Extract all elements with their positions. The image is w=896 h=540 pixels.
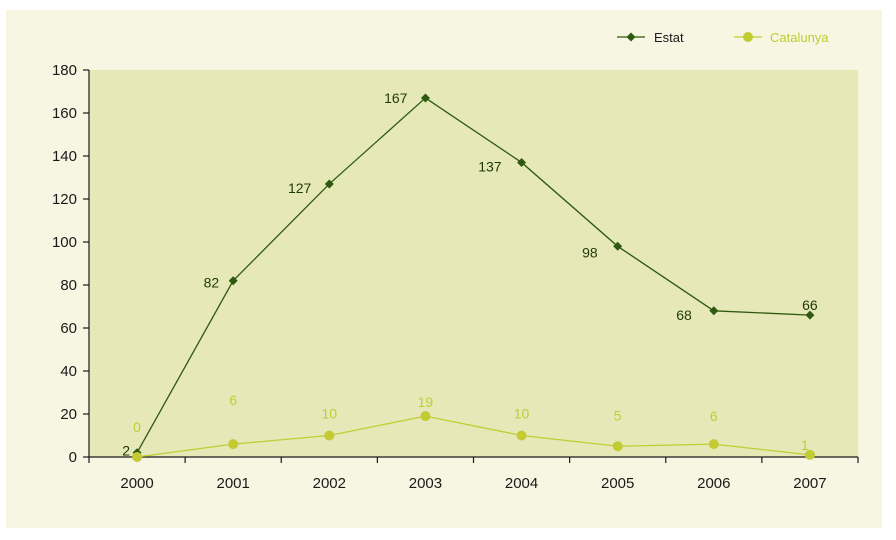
y-tick-label: 60 [60,320,77,337]
y-tick-label: 0 [69,449,77,466]
data-label: 98 [582,244,598,260]
x-tick-label: 2005 [601,475,634,492]
y-axis: 0 20 40 60 80 100 120 140 160 180 [52,62,90,466]
data-label: 127 [288,180,312,196]
data-point [420,411,431,422]
data-point [517,157,527,167]
data-label: 5 [614,407,622,423]
series-layer: 2 82 127 167 137 98 68 66 0 6 10 19 10 5 6 1 [122,90,818,462]
data-label: 19 [418,394,434,410]
data-point [228,439,239,450]
data-label: 6 [710,408,718,424]
x-tick-label: 2003 [409,475,442,492]
data-point [805,310,815,320]
data-label: 2 [122,443,130,459]
y-tick-label: 180 [52,62,77,79]
chart-frame: 0 20 40 60 80 100 120 140 160 180 2000 2001 2002 200… [6,10,882,528]
data-label: 137 [478,158,502,174]
series-line [136,97,810,454]
y-tick-label: 160 [52,105,77,122]
x-tick-label: 2001 [217,475,250,492]
plot-area [89,70,858,457]
legend-marker [743,32,753,42]
x-tick-label: 2007 [793,475,826,492]
y-tick-label: 100 [52,234,77,251]
legend-label: Catalunya [770,30,829,45]
data-point [324,430,335,441]
x-axis: 2000 2001 2002 2003 2004 2005 2006 2007 [88,456,859,492]
data-label: 68 [676,307,692,323]
data-label: 167 [384,90,408,106]
x-tick-label: 2006 [697,475,730,492]
data-point [516,430,527,441]
data-label: 10 [322,406,338,422]
legend-label: Estat [654,30,684,45]
data-label: 6 [229,392,237,408]
data-label: 1 [801,437,809,453]
data-point [132,452,143,462]
data-label: 10 [514,406,530,422]
data-point [612,441,623,452]
data-point [613,241,623,251]
x-tick-label: 2002 [313,475,346,492]
y-tick-label: 140 [52,148,77,165]
legend-item-catalunya: Catalunya [734,30,829,45]
data-point [420,93,430,103]
x-tick-label: 2000 [120,475,153,492]
legend-marker [626,32,636,42]
data-point [324,179,334,189]
y-tick-label: 40 [60,363,77,380]
y-tick-label: 120 [52,191,77,208]
series-line [136,415,811,458]
y-tick-label: 80 [60,277,77,294]
data-point [804,449,815,460]
legend: Estat Catalunya [617,30,829,45]
data-point [708,439,719,450]
y-tick-label: 20 [60,406,77,423]
series-catalunya: 0 6 10 19 10 5 6 1 [132,392,815,462]
x-tick-label: 2004 [505,475,538,492]
data-point [709,306,719,316]
data-label: 66 [802,297,818,313]
data-label: 82 [204,275,220,291]
data-point [228,276,238,286]
data-label: 0 [133,419,141,435]
legend-item-estat: Estat [617,30,684,45]
